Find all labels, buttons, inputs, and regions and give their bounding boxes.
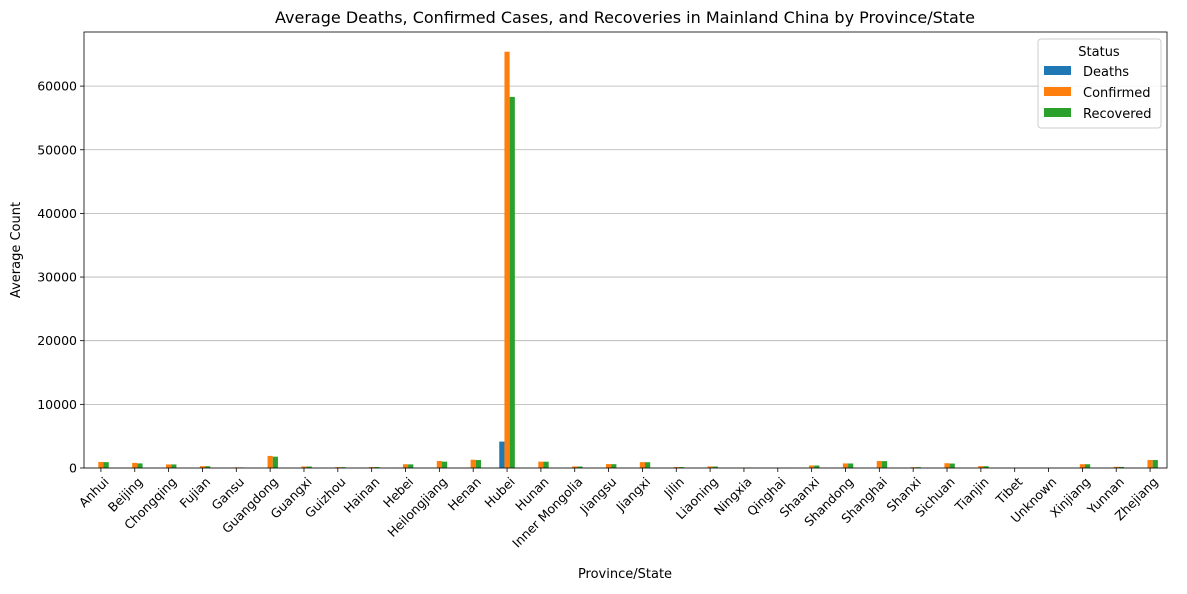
bar-confirmed-heilongjiang [437,461,442,468]
bar-recovered-hebei [408,464,413,468]
y-axis-label: Average Count [9,202,24,298]
bar-confirmed-beijing [132,463,137,468]
bar-recovered-shanghai [882,461,887,468]
bar-confirmed-henan [471,460,476,468]
bar-confirmed-xinjiang [1080,464,1085,468]
x-tick-label: Hubei [481,474,517,510]
bar-recovered-guangdong [273,457,278,468]
legend-swatch-confirmed [1044,87,1071,96]
legend-swatch-deaths [1044,66,1071,75]
bar-confirmed-shanghai [877,461,882,468]
bar-confirmed-zhejiang [1147,460,1152,468]
bar-recovered-zhejiang [1153,460,1158,468]
x-axis-label: Province/State [578,567,672,582]
bar-confirmed-chongqing [166,464,171,468]
bar-recovered-henan [476,460,481,468]
bar-confirmed-jiangsu [606,464,611,468]
legend-label-recovered: Recovered [1083,107,1152,122]
bar-confirmed-hubei [504,52,509,468]
bar-confirmed-jiangxi [640,462,645,468]
x-tick-label: Jilin [660,474,687,501]
bar-recovered-sichuan [950,464,955,468]
y-tick-labels: 0 10000 20000 30000 40000 50000 60000 [37,79,77,476]
bar-recovered-jiangxi [645,462,650,468]
y-tick-label: 30000 [37,270,77,285]
x-tick-labels: AnhuiBeijingChongqingFujianGansuGuangdon… [76,474,1161,550]
x-tick-label: Hainan [341,474,383,516]
x-tick-label: Heilongjiang [384,474,450,540]
bar-confirmed-anhui [98,462,103,468]
bar-recovered-hubei [510,97,515,468]
bar-deaths-hubei [499,442,504,468]
bar-recovered-chongqing [171,464,176,468]
x-tick-label: Jiangxi [612,474,653,515]
bar-confirmed-hunan [538,462,543,468]
bar-confirmed-hebei [403,464,408,468]
bar-recovered-anhui [104,462,109,468]
x-tick-label: Tianjin [951,474,991,514]
bar-recovered-shandong [848,463,853,468]
legend-swatch-recovered [1044,108,1071,117]
bars [93,52,1158,468]
x-tick-label: Fujian [176,474,213,511]
plot-frame [84,32,1167,468]
gridlines [84,86,1167,468]
y-tick-label: 10000 [37,397,77,412]
x-tick-label: Jiangsu [576,474,619,517]
legend: Status Deaths Confirmed Recovered [1038,39,1161,128]
axes [80,32,1167,472]
y-tick-label: 20000 [37,333,77,348]
bar-recovered-heilongjiang [442,462,447,468]
bar-recovered-jiangsu [611,464,616,468]
bar-confirmed-guangdong [268,456,273,468]
legend-label-deaths: Deaths [1083,65,1129,80]
y-tick-label: 0 [69,461,77,476]
y-tick-label: 50000 [37,142,77,157]
legend-label-confirmed: Confirmed [1083,86,1151,101]
bar-confirmed-sichuan [944,463,949,468]
legend-title: Status [1078,45,1120,60]
chart-title: Average Deaths, Confirmed Cases, and Rec… [275,8,975,27]
bar-confirmed-shandong [843,463,848,468]
x-tick-label: Henan [445,474,484,513]
bar-recovered-beijing [137,463,142,468]
y-tick-label: 60000 [37,79,77,94]
bar-recovered-hunan [543,462,548,468]
bar-recovered-xinjiang [1085,464,1090,468]
y-tick-label: 40000 [37,206,77,221]
